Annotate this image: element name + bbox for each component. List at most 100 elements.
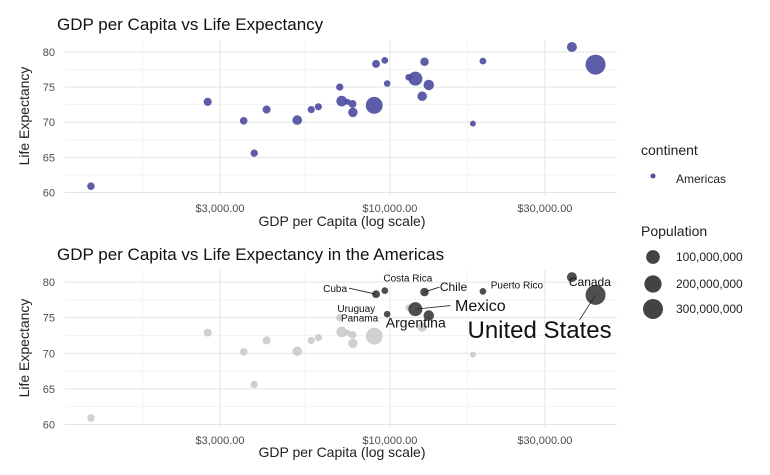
y-tick-label: 60 [43, 419, 55, 431]
data-point [87, 182, 95, 190]
legend-size-label: 200,000,000 [676, 277, 743, 291]
legend-color-title: continent [641, 142, 698, 158]
annotation-label: Puerto Rico [491, 280, 544, 291]
annotation-label: Chile [440, 280, 468, 294]
legend-size-key [646, 250, 660, 264]
data-point [408, 71, 423, 86]
annotation-leader [579, 294, 596, 321]
data-point [423, 79, 435, 91]
data-point [405, 73, 412, 81]
annotation-label: Uruguay [337, 304, 375, 315]
data-point [417, 91, 427, 102]
data-point [344, 329, 351, 336]
annotation-label: United States [468, 317, 612, 344]
legend-size-label: 100,000,000 [676, 250, 743, 264]
data-point [250, 380, 258, 389]
data-point [348, 338, 358, 349]
data-point [250, 149, 258, 157]
x-tick-label: $10,000.00 [362, 435, 417, 447]
data-point [344, 98, 351, 105]
panel1-title: GDP per Capita vs Life Expectancy [57, 15, 324, 34]
data-point [203, 328, 212, 337]
legend-size-title: Population [641, 223, 707, 239]
panel2-title: GDP per Capita vs Life Expectancy in the… [57, 245, 444, 264]
panel1-x-ticks: $3,000.00 $10,000.00 $30,000.00 [196, 203, 573, 215]
data-point [336, 95, 348, 107]
data-point [262, 105, 271, 114]
data-point [417, 322, 427, 332]
data-point [292, 346, 303, 356]
x-tick-label: $3,000.00 [196, 435, 245, 447]
legend-size-keys: 100,000,000 200,000,000 300,000,000 [643, 250, 743, 319]
data-point [348, 107, 358, 118]
panel1-y-ticks: 60 65 70 75 80 [43, 47, 55, 200]
data-point [314, 334, 322, 342]
data-point [381, 57, 389, 64]
data-point [307, 336, 315, 345]
data-point [262, 336, 271, 345]
data-point [383, 310, 391, 318]
y-tick-label: 80 [43, 47, 55, 59]
annotation-label: Costa Rica [383, 274, 432, 285]
y-tick-label: 70 [43, 117, 55, 129]
legend-americas-label: Americas [676, 172, 726, 186]
annotation-leader [424, 286, 440, 293]
data-point [566, 272, 577, 283]
panel2-x-ticks: $3,000.00 $10,000.00 $30,000.00 [196, 435, 573, 447]
legend-size-key [644, 275, 662, 293]
panel2-annotations: Cuba Costa Rica Chile Puerto Rico Canada Urug… [323, 274, 611, 344]
data-point [479, 287, 487, 295]
annotation-label: Mexico [455, 298, 506, 315]
y-tick-label: 75 [43, 313, 55, 325]
annotation-label: Cuba [323, 284, 347, 295]
x-tick-label: $3,000.00 [196, 203, 245, 215]
data-point [479, 57, 487, 65]
data-point [87, 414, 95, 422]
legend: continent Americas Population 100,000,00… [641, 142, 743, 319]
data-point [239, 116, 248, 125]
y-tick-label: 60 [43, 187, 55, 199]
x-tick-label: $10,000.00 [362, 203, 417, 215]
panel2-x-axis-label: GDP per Capita (log scale) [258, 444, 425, 460]
legend-americas-key [650, 173, 656, 179]
data-point [365, 96, 383, 114]
data-point [292, 115, 303, 125]
annotation-leader [415, 305, 451, 310]
data-point [336, 83, 344, 91]
legend-size-key [643, 299, 663, 319]
data-point [469, 120, 476, 127]
panel2-y-ticks: 60 65 70 75 80 [43, 277, 55, 431]
data-point [336, 326, 348, 338]
data-point [566, 42, 577, 53]
data-point [372, 59, 381, 68]
data-point [314, 103, 322, 111]
x-tick-label: $30,000.00 [517, 435, 572, 447]
annotation-label: Panama [341, 314, 379, 325]
data-point [408, 302, 423, 317]
data-point [420, 57, 429, 67]
data-point [469, 351, 476, 358]
panel1-grid [65, 40, 617, 196]
data-point [365, 327, 383, 345]
panel2-y-axis-label: Life Expectancy [16, 299, 32, 398]
data-point [239, 348, 248, 356]
y-tick-label: 75 [43, 82, 55, 94]
annotation-label: Argentina [386, 315, 446, 331]
annotation-label: Canada [569, 275, 611, 289]
data-point [203, 97, 212, 106]
panel1-y-axis-label: Life Expectancy [16, 67, 32, 166]
data-point [585, 54, 606, 75]
y-tick-label: 70 [43, 348, 55, 360]
panel2-points [87, 272, 606, 422]
x-tick-label: $30,000.00 [517, 203, 572, 215]
data-point [423, 310, 435, 321]
legend-size-label: 300,000,000 [676, 302, 743, 316]
y-tick-label: 65 [43, 384, 55, 396]
panel1-points [87, 42, 606, 190]
y-tick-label: 65 [43, 152, 55, 164]
data-point [307, 105, 315, 114]
annotation-leader [348, 287, 377, 295]
data-point [336, 314, 344, 322]
y-tick-label: 80 [43, 277, 55, 289]
